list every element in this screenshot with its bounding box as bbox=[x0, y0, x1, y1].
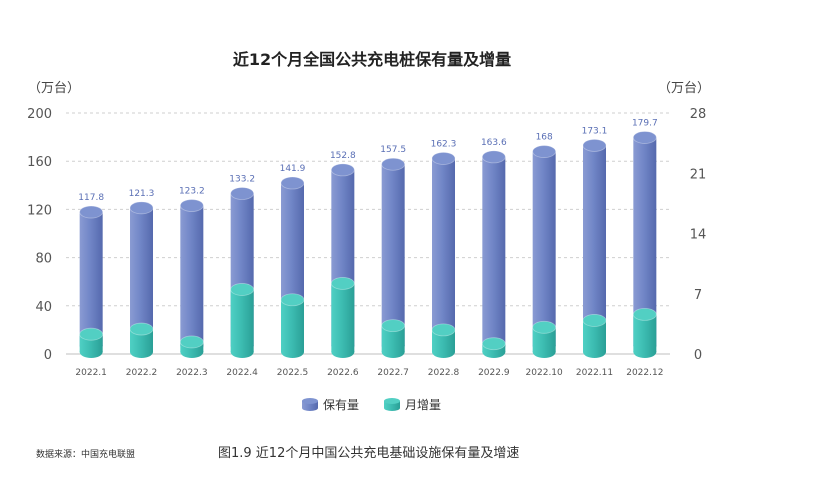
left-tick-label: 0 bbox=[44, 348, 52, 363]
stock-value-label: 152.8 bbox=[330, 151, 356, 161]
x-tick-label: 2022.2 bbox=[126, 368, 158, 378]
legend-swatch-base bbox=[384, 405, 400, 411]
x-tick-label: 2022.4 bbox=[226, 368, 258, 378]
stock-value-label: 133.2 bbox=[229, 174, 255, 184]
stock-value-label: 123.2 bbox=[179, 187, 205, 197]
stock-bar bbox=[179, 199, 204, 352]
legend-item: 月增量 bbox=[384, 398, 441, 412]
x-tick-label: 2022.12 bbox=[626, 368, 663, 378]
right-axis-unit: （万台） bbox=[658, 81, 710, 96]
legend-label: 月增量 bbox=[405, 398, 441, 412]
increment-bar bbox=[481, 337, 506, 358]
left-tick-label: 160 bbox=[27, 155, 52, 170]
increment-bar bbox=[230, 283, 255, 358]
legend-swatch-top bbox=[302, 398, 318, 404]
stock-bar bbox=[381, 157, 406, 352]
left-tick-label: 40 bbox=[35, 300, 52, 315]
stock-value-label: 162.3 bbox=[431, 139, 457, 149]
right-tick-label: 7 bbox=[694, 288, 702, 303]
stock-value-label: 141.9 bbox=[280, 164, 306, 174]
increment-bar bbox=[280, 293, 305, 358]
stock-value-label: 157.5 bbox=[380, 145, 406, 155]
increment-bar bbox=[431, 323, 456, 358]
data-source-note: 数据来源：中国充电联盟 bbox=[36, 450, 136, 460]
stock-value-label: 163.6 bbox=[481, 138, 507, 148]
legend-swatch-top bbox=[384, 398, 400, 404]
x-tick-label: 2022.5 bbox=[277, 368, 309, 378]
x-tick-label: 2022.6 bbox=[327, 368, 359, 378]
right-tick-label: 14 bbox=[690, 228, 707, 243]
x-tick-label: 2022.3 bbox=[176, 368, 208, 378]
stock-value-label: 168 bbox=[536, 133, 553, 143]
left-tick-label: 120 bbox=[27, 203, 52, 218]
right-tick-label: 28 bbox=[690, 107, 707, 122]
increment-bar bbox=[79, 327, 104, 358]
legend-swatch bbox=[384, 401, 400, 408]
figure-caption: 图1.9 近12个月中国公共充电基础设施保有量及增速 bbox=[218, 446, 520, 461]
x-tick-label: 2022.8 bbox=[428, 368, 460, 378]
chart-title: 近12个月全国公共充电桩保有量及增量 bbox=[233, 50, 511, 69]
legend-item: 保有量 bbox=[302, 398, 359, 412]
increment-bar bbox=[381, 319, 406, 358]
x-tick-label: 2022.1 bbox=[75, 368, 107, 378]
stock-bar bbox=[431, 152, 456, 352]
legend-label: 保有量 bbox=[323, 398, 359, 412]
right-tick-label: 21 bbox=[690, 167, 707, 182]
x-tick-label: 2022.9 bbox=[478, 368, 510, 378]
left-tick-label: 200 bbox=[27, 107, 52, 122]
stock-value-label: 121.3 bbox=[129, 189, 155, 199]
legend: 保有量 月增量 bbox=[302, 398, 441, 412]
increment-bar bbox=[532, 320, 557, 358]
increment-bar bbox=[582, 314, 607, 358]
right-tick-label: 0 bbox=[694, 348, 702, 363]
stock-value-label: 117.8 bbox=[78, 193, 104, 203]
increment-bar bbox=[129, 322, 154, 358]
stock-value-label: 179.7 bbox=[632, 118, 658, 128]
x-tick-label: 2022.10 bbox=[526, 368, 563, 378]
left-axis-unit: （万台） bbox=[28, 81, 80, 96]
increment-bar bbox=[179, 335, 204, 358]
increment-bar bbox=[330, 277, 355, 358]
left-tick-label: 80 bbox=[35, 252, 52, 267]
legend-swatch bbox=[302, 401, 318, 408]
stock-value-label: 173.1 bbox=[582, 126, 608, 136]
stock-bar bbox=[532, 145, 557, 352]
x-tick-label: 2022.7 bbox=[377, 368, 409, 378]
x-tick-label: 2022.11 bbox=[576, 368, 613, 378]
increment-bar bbox=[632, 308, 657, 358]
stock-bar bbox=[481, 150, 506, 352]
legend-swatch-base bbox=[302, 405, 318, 411]
